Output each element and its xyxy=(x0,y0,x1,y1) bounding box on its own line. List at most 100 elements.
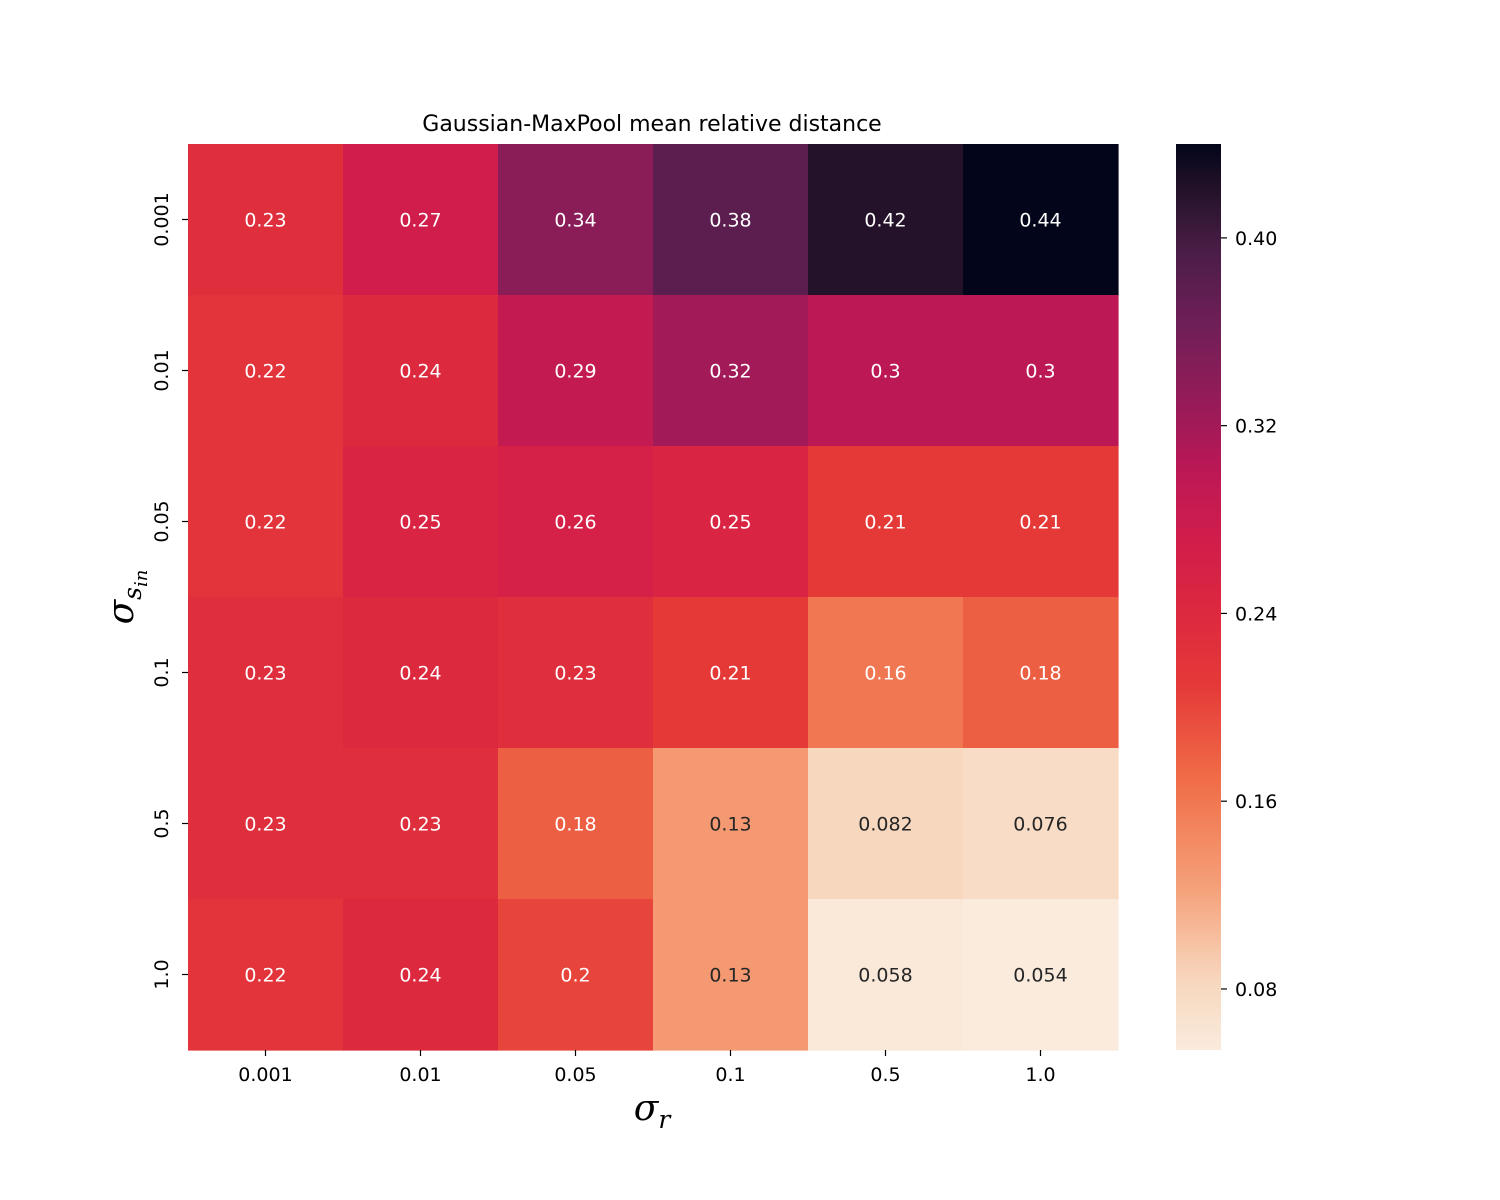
cell-value-label-r3-c0: 0.23 xyxy=(244,663,286,685)
y-tick-label-0: 0.001 xyxy=(151,192,173,246)
x-tick-label-0: 0.001 xyxy=(238,1064,292,1086)
heatmap-cell-r1-c4 xyxy=(808,295,964,447)
cell-value-label-r3-c5: 0.18 xyxy=(1019,663,1061,685)
heatmap-cell-r3-c3 xyxy=(653,597,809,749)
heatmap-cell-r0-c0 xyxy=(188,144,344,296)
heatmap-cell-r3-c2 xyxy=(498,597,654,749)
heatmap-cell-r2-c5 xyxy=(963,446,1119,598)
cell-value-label-r5-c0: 0.22 xyxy=(244,965,286,987)
cell-value-label-r1-c2: 0.29 xyxy=(554,361,596,383)
cell-value-label-r1-c5: 0.3 xyxy=(1025,361,1055,383)
heatmap-cell-r2-c1 xyxy=(343,446,499,598)
cell-value-label-r1-c0: 0.22 xyxy=(244,361,286,383)
y-axis-ticks: 0.001 0.01 0.05 0.1 0.5 1.0 xyxy=(151,192,188,990)
x-tick-label-1: 0.01 xyxy=(399,1064,441,1086)
heatmap-cell-r5-c0 xyxy=(188,899,344,1051)
heatmap-cell-r4-c3 xyxy=(653,748,809,900)
heatmap-cell-r0-c3 xyxy=(653,144,809,296)
x-tick-label-5: 1.0 xyxy=(1025,1064,1055,1086)
heatmap-cell-r5-c1 xyxy=(343,899,499,1051)
heatmap-cell-r1-c5 xyxy=(963,295,1119,447)
cell-value-label-r2-c2: 0.26 xyxy=(554,512,596,534)
heatmap-cell-r2-c4 xyxy=(808,446,964,598)
heatmap-cell-r4-c1 xyxy=(343,748,499,900)
heatmap-cell-r5-c2 xyxy=(498,899,654,1051)
heatmap-cell-r5-c3 xyxy=(653,899,809,1051)
x-axis-label: σr xyxy=(634,1088,673,1134)
cell-value-label-r0-c0: 0.23 xyxy=(244,210,286,232)
cell-value-label-r2-c4: 0.21 xyxy=(864,512,906,534)
cell-value-label-r1-c3: 0.32 xyxy=(709,361,751,383)
cell-value-label-r0-c3: 0.38 xyxy=(709,210,751,232)
x-axis-label-symbol: σ xyxy=(634,1088,660,1129)
cell-value-label-r1-c1: 0.24 xyxy=(399,361,441,383)
colorbar-tick-label-0: 0.08 xyxy=(1235,979,1277,1001)
heatmap-cell-r0-c1 xyxy=(343,144,499,296)
colorbar-tick-label-1: 0.16 xyxy=(1235,791,1277,813)
heatmap-cell-r2-c2 xyxy=(498,446,654,598)
x-axis-ticks: 0.001 0.01 0.05 0.1 0.5 1.0 xyxy=(238,1050,1056,1086)
heatmap-cell-r4-c0 xyxy=(188,748,344,900)
y-tick-label-3: 0.1 xyxy=(151,657,173,687)
colorbar-tick-label-3: 0.32 xyxy=(1235,416,1277,438)
cell-value-label-r2-c0: 0.22 xyxy=(244,512,286,534)
colorbar-gradient xyxy=(1176,144,1221,1050)
cell-value-label-r4-c1: 0.23 xyxy=(399,814,441,836)
y-axis-label-subsubscript: in xyxy=(131,570,152,587)
cell-value-label-r2-c1: 0.25 xyxy=(399,512,441,534)
heatmap-cell-r2-c0 xyxy=(188,446,344,598)
cell-value-label-r3-c2: 0.23 xyxy=(554,663,596,685)
y-tick-label-5: 1.0 xyxy=(151,959,173,989)
cell-value-label-r5-c5: 0.054 xyxy=(1013,965,1067,987)
cell-value-label-r5-c2: 0.2 xyxy=(560,965,590,987)
cell-value-label-r3-c1: 0.24 xyxy=(399,663,441,685)
heatmap-cell-r0-c4 xyxy=(808,144,964,296)
x-tick-label-3: 0.1 xyxy=(715,1064,745,1086)
colorbar-tick-label-4: 0.40 xyxy=(1235,228,1277,250)
colorbar-tick-label-2: 0.24 xyxy=(1235,603,1277,625)
heatmap-cell-r0-c5 xyxy=(963,144,1119,296)
cell-value-label-r4-c2: 0.18 xyxy=(554,814,596,836)
heatmap-cell-r1-c0 xyxy=(188,295,344,447)
cell-value-label-r5-c1: 0.24 xyxy=(399,965,441,987)
heatmap-cell-r1-c1 xyxy=(343,295,499,447)
heatmap-cell-r4-c4 xyxy=(808,748,964,900)
x-tick-label-2: 0.05 xyxy=(554,1064,596,1086)
heatmap-cell-r3-c1 xyxy=(343,597,499,749)
cell-value-label-r4-c0: 0.23 xyxy=(244,814,286,836)
cell-value-label-r0-c4: 0.42 xyxy=(864,210,906,232)
x-axis-label-subscript: r xyxy=(658,1105,672,1134)
heatmap-cell-r5-c4 xyxy=(808,899,964,1051)
y-tick-label-1: 0.01 xyxy=(151,349,173,391)
heatmap-cell-r2-c3 xyxy=(653,446,809,598)
y-axis-label-symbol: σ xyxy=(101,598,142,624)
cell-value-label-r4-c5: 0.076 xyxy=(1013,814,1067,836)
cell-value-label-r1-c4: 0.3 xyxy=(870,361,900,383)
cell-value-label-r3-c3: 0.21 xyxy=(709,663,751,685)
heatmap-cell-r4-c2 xyxy=(498,748,654,900)
heatmap-cell-r3-c0 xyxy=(188,597,344,749)
y-axis-label-subscript: s xyxy=(118,587,147,600)
heatmap-cell-r5-c5 xyxy=(963,899,1119,1051)
cell-value-label-r5-c3: 0.13 xyxy=(709,965,751,987)
heatmap-cells: 0.23 0.27 0.34 0.38 0.42 0.44 0.22 0.24 0.29 0.32… xyxy=(188,144,1119,1051)
heatmap-cell-r0-c2 xyxy=(498,144,654,296)
cell-value-label-r0-c2: 0.34 xyxy=(554,210,596,232)
cell-value-label-r2-c5: 0.21 xyxy=(1019,512,1061,534)
y-axis-label: σsin xyxy=(101,570,152,625)
heatmap-cell-r3-c5 xyxy=(963,597,1119,749)
heatmap-cell-r4-c5 xyxy=(963,748,1119,900)
x-tick-label-4: 0.5 xyxy=(870,1064,900,1086)
y-tick-label-2: 0.05 xyxy=(151,500,173,542)
cell-value-label-r0-c1: 0.27 xyxy=(399,210,441,232)
cell-value-label-r4-c3: 0.13 xyxy=(709,814,751,836)
heatmap-cell-r1-c2 xyxy=(498,295,654,447)
cell-value-label-r4-c4: 0.082 xyxy=(858,814,912,836)
y-tick-label-4: 0.5 xyxy=(151,808,173,838)
cell-value-label-r0-c5: 0.44 xyxy=(1019,210,1061,232)
cell-value-label-r5-c4: 0.058 xyxy=(858,965,912,987)
cell-value-label-r2-c3: 0.25 xyxy=(709,512,751,534)
heatmap-cell-r3-c4 xyxy=(808,597,964,749)
cell-value-label-r3-c4: 0.16 xyxy=(864,663,906,685)
